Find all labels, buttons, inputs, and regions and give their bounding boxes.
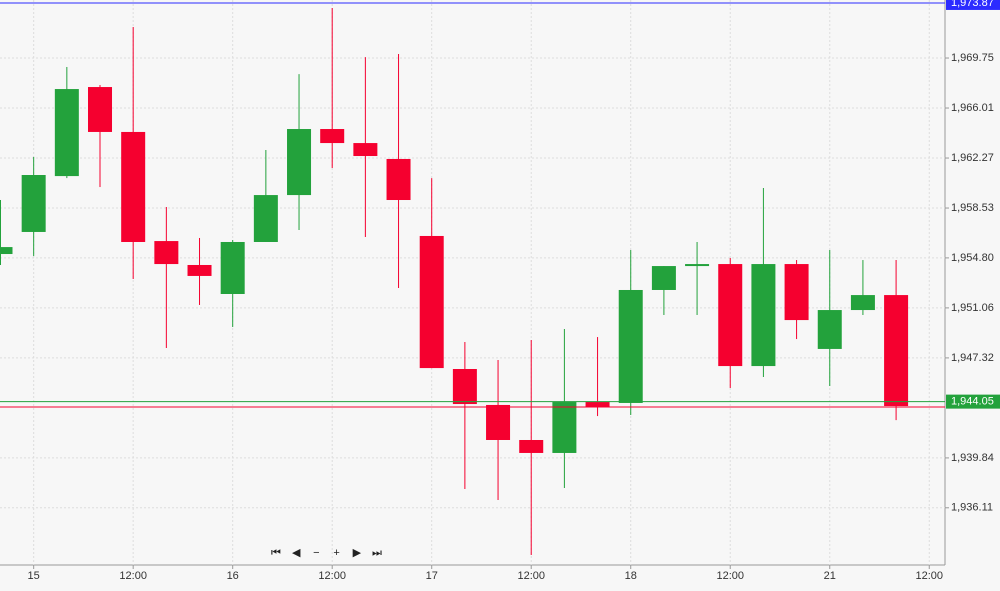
candle-body [552,402,577,453]
price-label: 1,944.05 [951,396,994,408]
nav-button[interactable]: ▶ [353,547,362,559]
x-tick-label: 16 [227,570,239,582]
nav-button[interactable]: − [313,547,319,559]
candle-body [220,241,245,294]
candle-body [718,264,743,367]
candle-body [486,404,511,440]
y-tick-label: 1,936.11 [951,502,993,514]
candle-body [519,439,544,453]
candle-body [0,247,13,255]
x-tick-label: 12:00 [517,570,545,582]
x-tick-label: 21 [824,570,836,582]
candle-body [320,129,345,144]
x-tick-label: 15 [28,570,40,582]
candle-body [784,264,809,321]
candle-body [21,175,46,232]
candle-body [651,266,676,290]
candle-body [817,310,842,349]
candle-body [54,89,79,177]
x-tick-label: 18 [625,570,637,582]
candle-body [287,129,312,196]
y-tick-label: 1,947.32 [951,352,994,364]
y-tick-label: 1,958.53 [951,202,994,214]
candle-body [121,131,146,242]
y-tick-label: 1,939.84 [951,452,994,464]
y-tick-label: 1,951.06 [951,302,994,314]
candle-body [386,158,411,201]
x-tick-label: 12:00 [318,570,346,582]
candle-body [353,143,378,157]
candle-body [585,402,610,407]
nav-button[interactable]: ⏭ [372,547,382,559]
price-label-box [946,0,1000,10]
nav-button[interactable]: ⏮ [271,547,281,559]
candle-body [618,289,643,403]
candle-body [884,295,909,407]
candle-body [419,235,444,369]
nav-button[interactable]: + [333,547,339,559]
price-label: 1,973.87 [951,0,994,9]
candle-body [751,264,776,367]
y-tick-label: 1,969.75 [951,52,994,64]
y-tick-label: 1,954.80 [951,252,994,264]
candle-body [452,369,477,405]
candle-body [850,295,875,311]
candle-body [253,195,278,242]
x-tick-label: 12:00 [716,570,744,582]
y-tick-label: 1,962.27 [951,152,994,164]
candle-body [685,264,710,267]
x-tick-label: 17 [426,570,438,582]
y-tick-label: 1,966.01 [951,102,994,114]
x-tick-label: 12:00 [119,570,147,582]
candle-body [187,264,212,276]
candle-body [154,241,179,265]
x-tick-label: 12:00 [915,570,943,582]
candle-body [88,87,113,132]
price-label-box [946,394,1000,409]
nav-button[interactable]: ◀ [292,547,301,559]
